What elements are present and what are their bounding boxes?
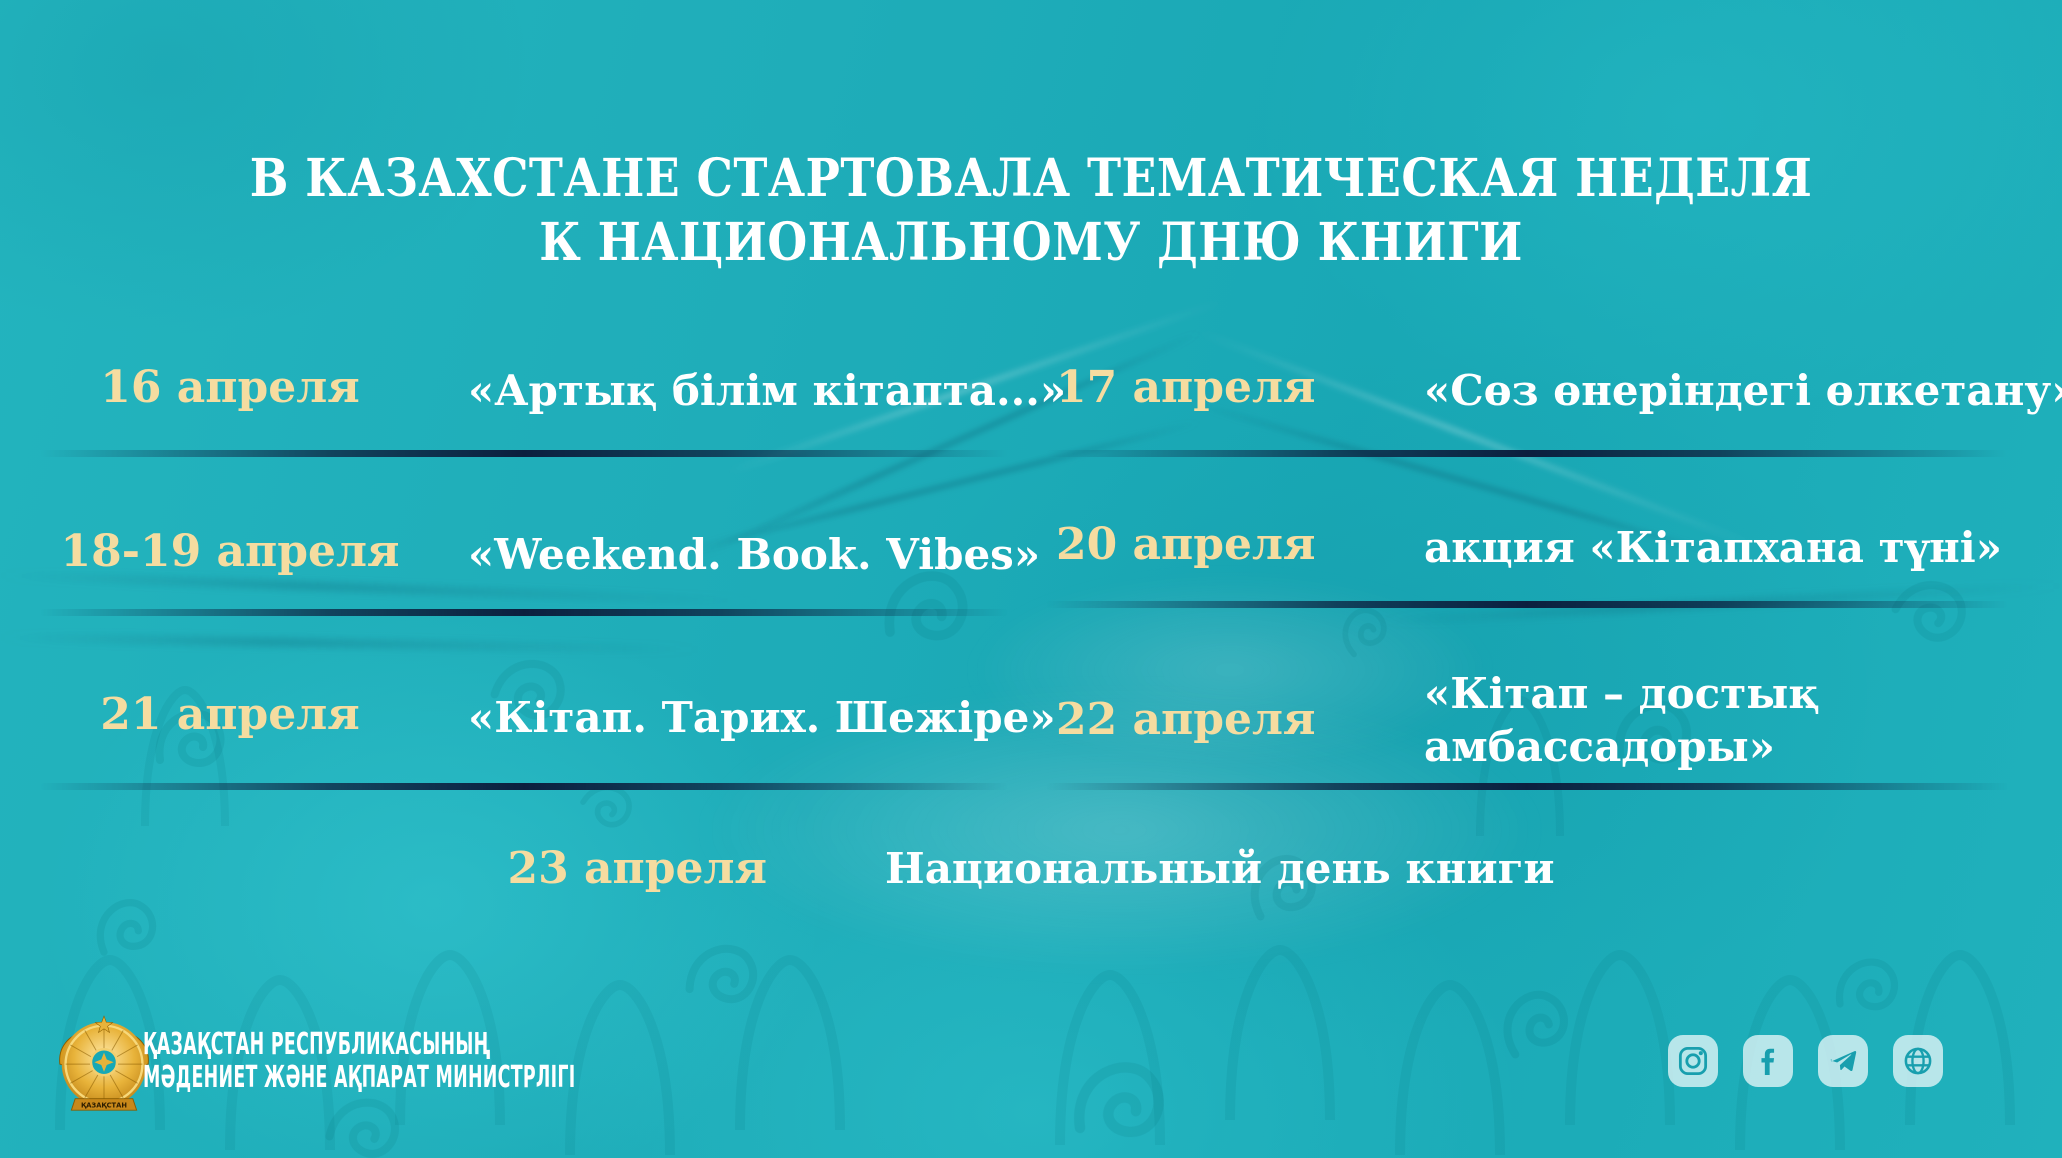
instagram-icon[interactable] bbox=[1668, 1035, 1718, 1087]
ministry-name-line-1: ҚАЗАҚСТАН РЕСПУБЛИКАСЫНЫҢ bbox=[143, 1027, 491, 1062]
event-date: 21 апреля bbox=[100, 689, 360, 740]
emblem-banner-text: ҚАЗАҚСТАН bbox=[81, 1101, 127, 1109]
divider-line bbox=[40, 783, 1008, 790]
kazakhstan-emblem: ҚАЗАҚСТАН bbox=[59, 1015, 149, 1111]
event-date: 16 апреля bbox=[100, 362, 360, 413]
globe-icon[interactable] bbox=[1893, 1035, 1943, 1087]
title-line-1: В КАЗАХСТАНЕ СТАРТОВАЛА ТЕМАТИЧЕСКАЯ НЕД… bbox=[249, 147, 1813, 209]
event-date: 22 апреля bbox=[1056, 694, 1316, 745]
divider-line bbox=[1046, 783, 2008, 790]
event-name: акция «Кітапхана түні» bbox=[1424, 523, 2002, 572]
event-name: «Сөз өнеріндегі өлкетану» bbox=[1424, 366, 2062, 415]
page-title: В КАЗАХСТАНЕ СТАРТОВАЛА ТЕМАТИЧЕСКАЯ НЕД… bbox=[0, 147, 2062, 275]
event-name: «Weekend. Book. Vibes» bbox=[468, 530, 1041, 579]
event-name: «Артық білім кітапта...» bbox=[468, 366, 1067, 415]
event-date: 17 апреля bbox=[1056, 362, 1316, 413]
social-links bbox=[1668, 1035, 1943, 1087]
facebook-icon[interactable] bbox=[1743, 1035, 1793, 1087]
event-name: «Кітап. Тарих. Шежіре» bbox=[468, 693, 1056, 742]
ministry-name-line-2: МӘДЕНИЕТ ЖӘНЕ АҚПАРАТ МИНИСТРЛІГІ bbox=[143, 1060, 576, 1095]
telegram-icon[interactable] bbox=[1818, 1035, 1868, 1087]
book-page-edge bbox=[0, 633, 701, 654]
divider-line bbox=[40, 450, 1008, 457]
divider-line bbox=[40, 609, 1008, 616]
event-date: 23 апреля bbox=[507, 843, 768, 894]
final-day-row: 23 апреля Национальный день книги bbox=[0, 843, 2062, 894]
divider-line bbox=[1046, 601, 2008, 608]
divider-line bbox=[1046, 450, 2008, 457]
title-line-2: К НАЦИОНАЛЬНОМУ ДНЮ КНИГИ bbox=[539, 211, 1523, 273]
event-date: 20 апреля bbox=[1056, 519, 1316, 570]
event-name: «Кітап – достық амбассадоры» bbox=[1424, 669, 1820, 771]
event-name: Национальный день книги bbox=[885, 844, 1555, 893]
event-date: 18-19 апреля bbox=[60, 526, 400, 577]
